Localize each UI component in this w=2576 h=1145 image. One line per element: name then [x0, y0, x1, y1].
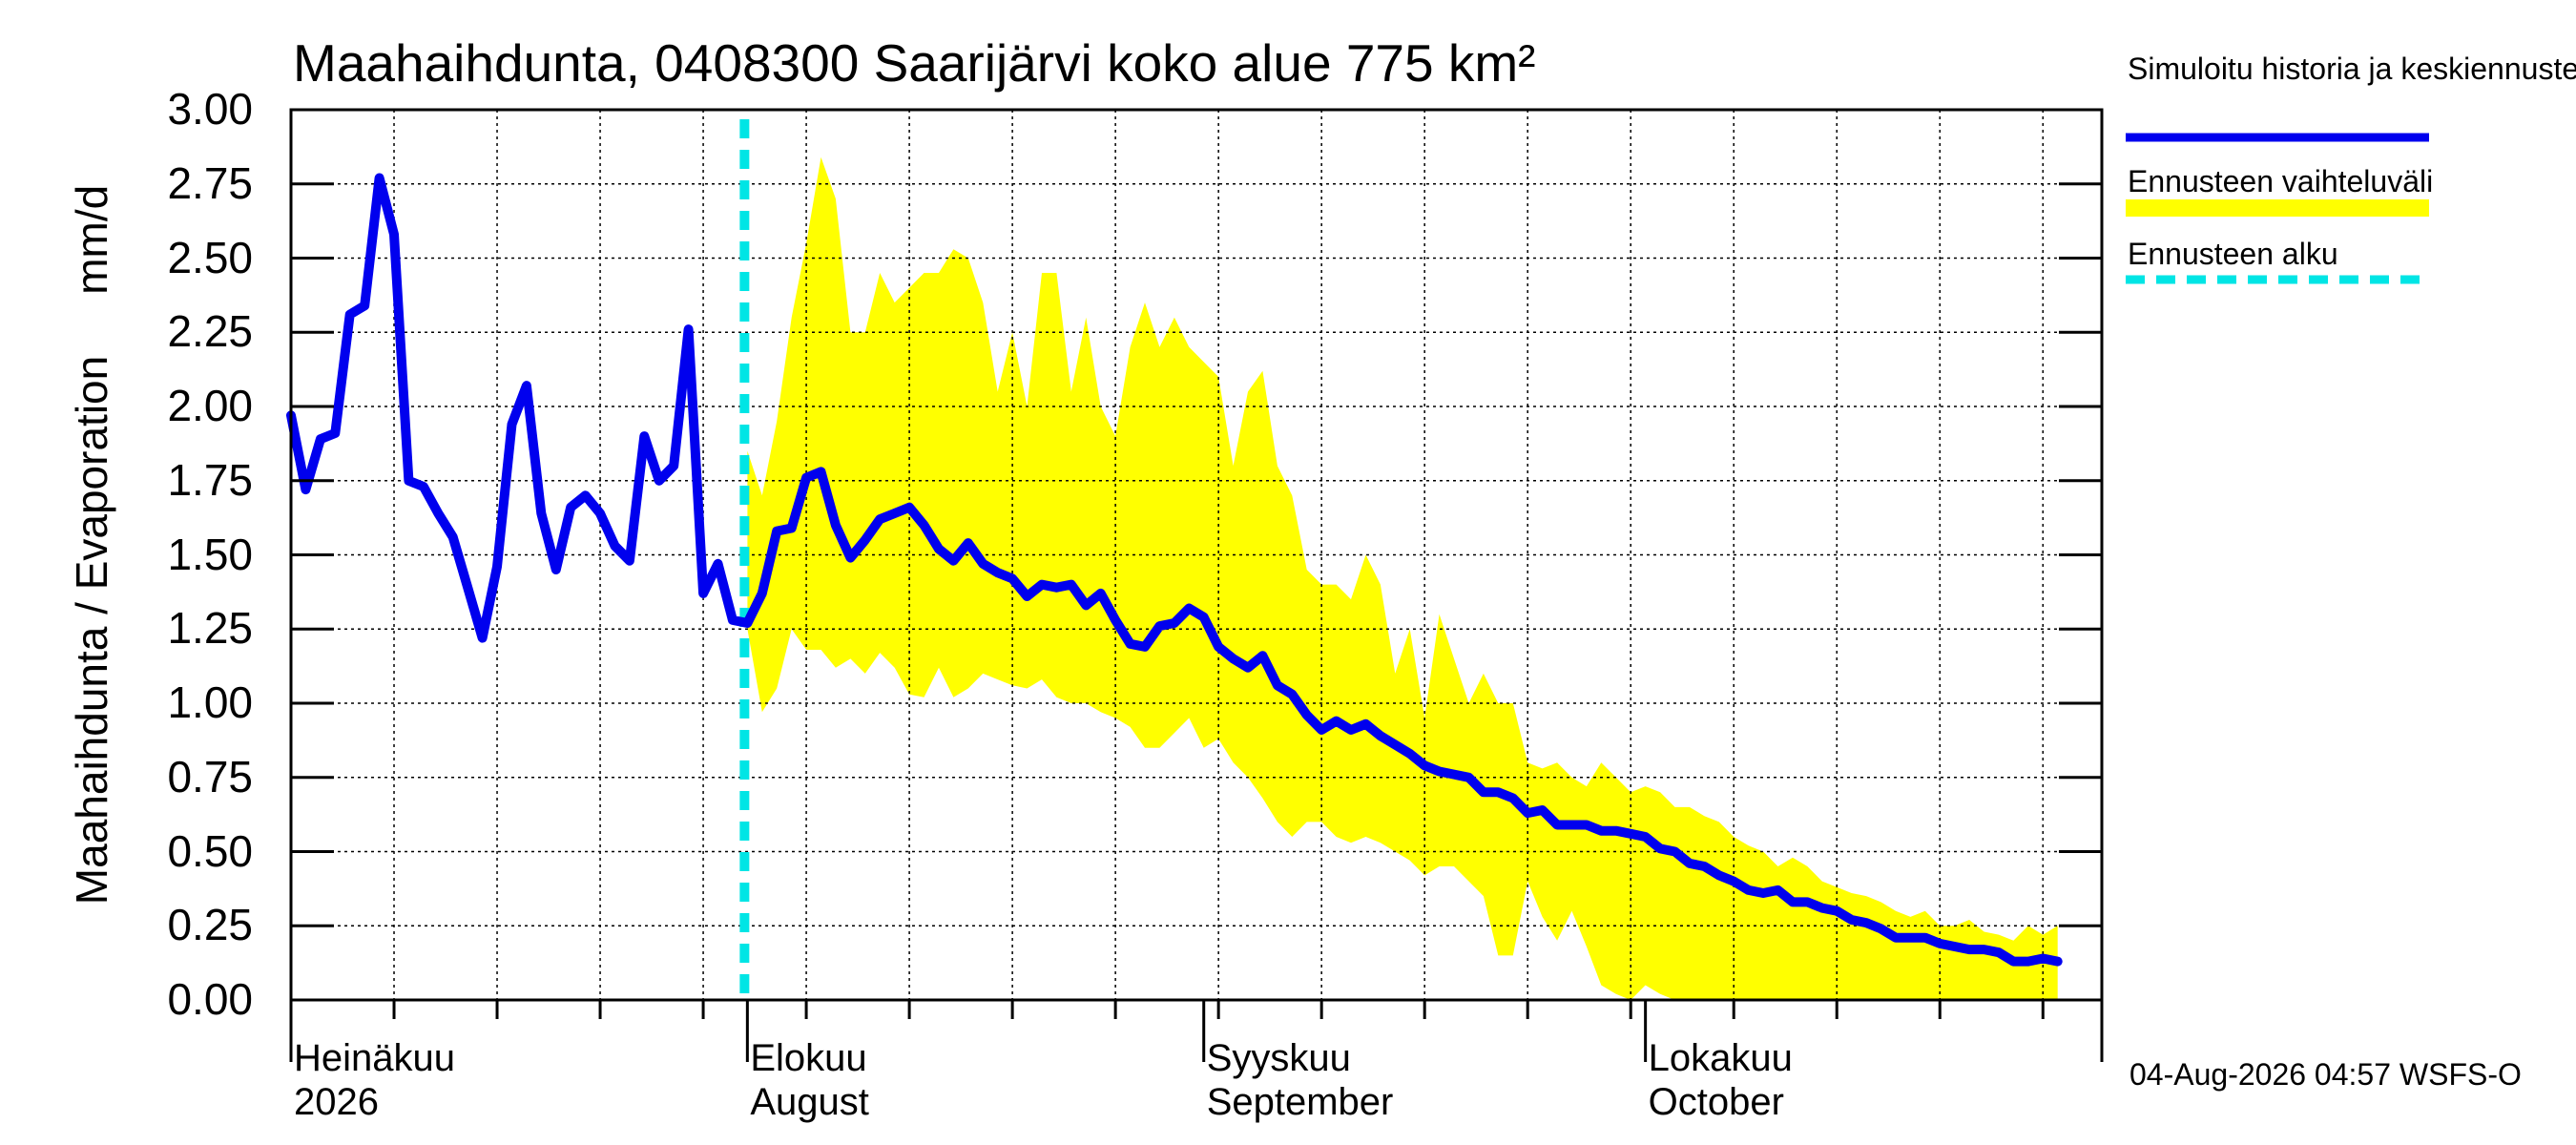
y-tick-label: 1.50 [167, 529, 253, 579]
y-tick-label: 2.00 [167, 381, 253, 430]
x-month-label-en: August [750, 1081, 869, 1123]
x-month-label: Elokuu August [750, 1036, 869, 1124]
x-month-label-fi: Lokakuu [1648, 1037, 1793, 1079]
x-month-label-fi: Heinäkuu [294, 1037, 456, 1079]
x-month-label-fi: Syyskuu [1206, 1037, 1351, 1079]
legend-label-simulated: Simuloitu historia ja keskiennuste [2128, 52, 2576, 86]
y-tick-label: 0.75 [167, 751, 253, 802]
median-series [286, 173, 2063, 967]
x-month-label: Lokakuu October [1649, 1036, 1793, 1124]
legend-label-range: Ennusteen vaihteluväli [2128, 164, 2434, 198]
x-month-label: Heinäkuu 2026 [294, 1036, 455, 1124]
legend-label-start: Ennusteen alku [2128, 237, 2338, 271]
y-tick-label: 2.75 [167, 157, 253, 208]
y-tick-label: 0.00 [167, 974, 253, 1024]
y-tick-label: 1.25 [167, 603, 253, 654]
y-tick-label: 2.25 [167, 306, 253, 357]
x-month-label-fi: Elokuu [750, 1037, 867, 1079]
y-tick-label: 2.50 [167, 232, 253, 282]
x-month-label-en: 2026 [294, 1081, 379, 1123]
x-month-label-en: September [1206, 1081, 1394, 1123]
footer-timestamp: 04-Aug-2026 04:57 WSFS-O [2129, 1057, 2522, 1092]
y-tick-label: 0.50 [167, 825, 253, 876]
chart-title: Maahaihdunta, 0408300 Saarijärvi koko al… [293, 33, 1536, 93]
x-month-label-en: October [1648, 1081, 1784, 1123]
y-tick-label: 1.75 [167, 454, 253, 505]
grid-lines [291, 110, 2102, 1000]
forecast-range-band [747, 156, 2058, 1001]
y-tick-label: 0.25 [167, 900, 253, 950]
legend-swatches [2126, 133, 2429, 284]
range-band-area [747, 156, 2058, 1001]
x-month-label: Syyskuu September [1207, 1036, 1394, 1124]
y-tick-label: 3.00 [167, 84, 253, 134]
y-tick-label: 1.00 [167, 677, 253, 727]
median-line [286, 173, 2063, 967]
plot-frame [289, 108, 2104, 1062]
